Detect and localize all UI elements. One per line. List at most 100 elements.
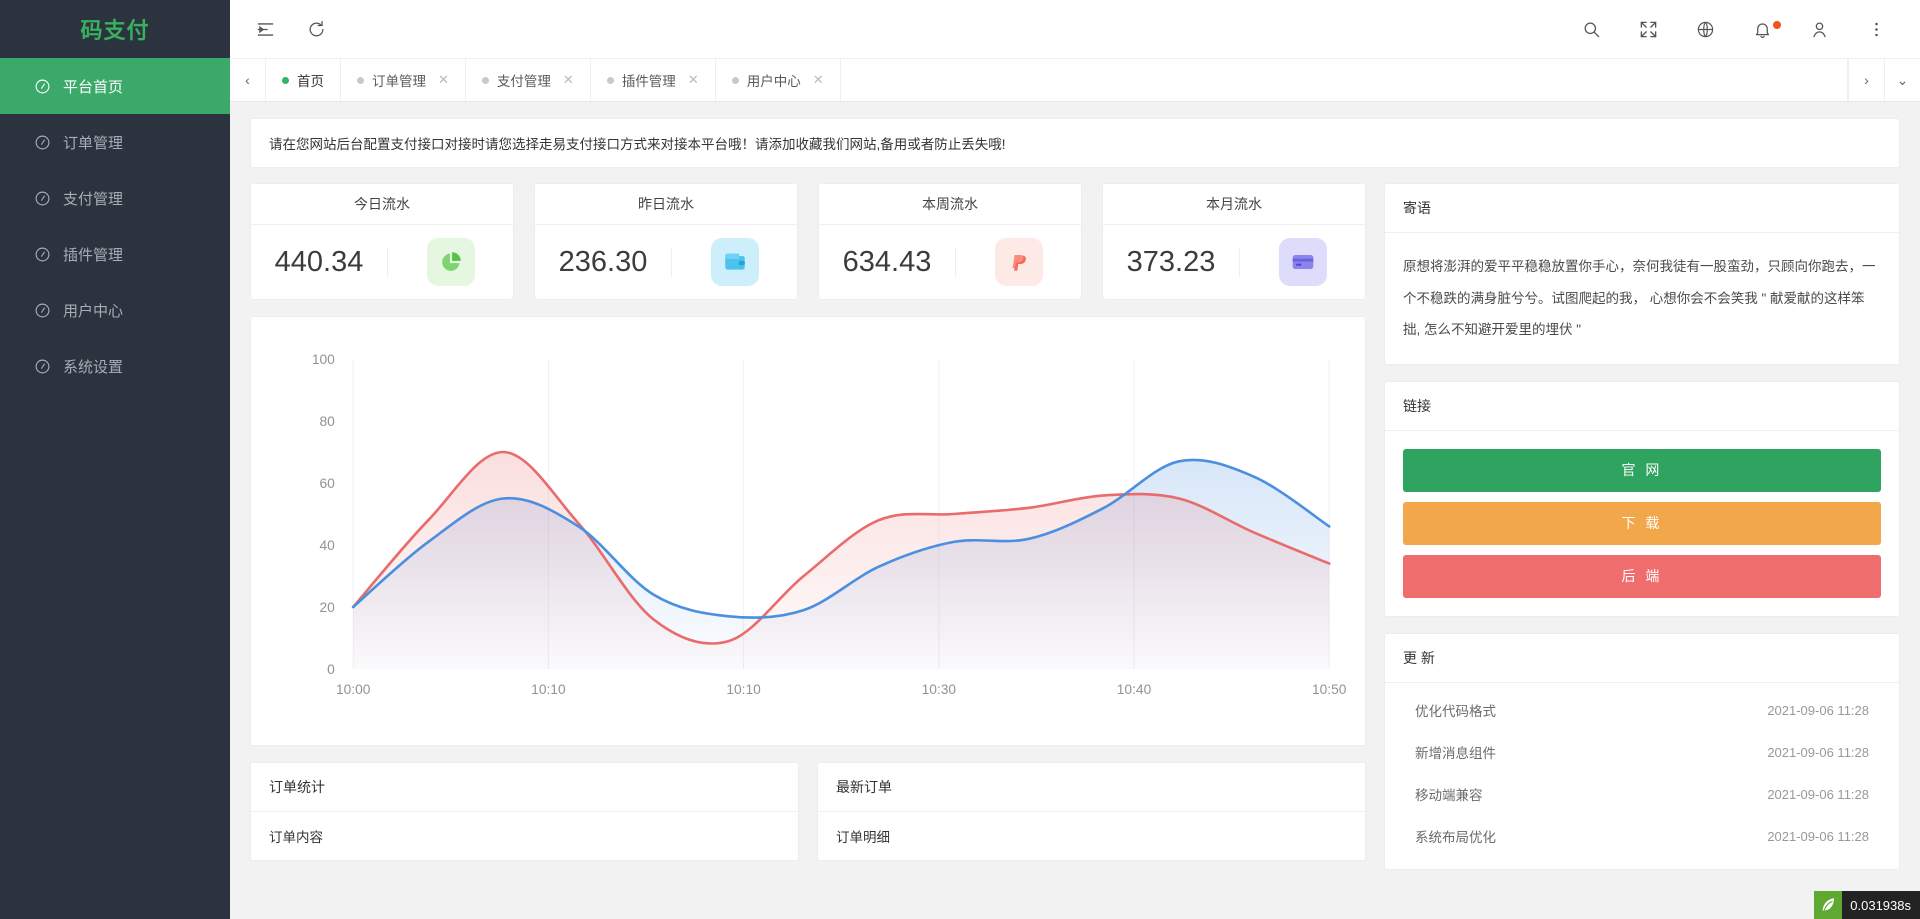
tab-plugin-management[interactable]: 插件管理 ✕ <box>591 59 716 101</box>
left-column: 今日流水 440.34 昨日流水 <box>250 183 1366 861</box>
dashboard-icon <box>35 135 50 149</box>
topbar <box>230 0 1920 58</box>
search-icon[interactable] <box>1582 20 1601 39</box>
dashboard-icon <box>35 191 50 205</box>
update-item[interactable]: 系统布局优化 2021-09-06 11:28 <box>1385 815 1899 857</box>
stat-card-value: 634.43 <box>819 247 956 277</box>
svg-text:60: 60 <box>319 476 335 491</box>
menu-collapse-icon[interactable] <box>256 20 275 39</box>
sidebar-item-order-management[interactable]: 订单管理 <box>0 114 230 170</box>
order-stats-panel: 订单统计 订单内容 <box>250 762 799 861</box>
update-name: 移动端兼容 <box>1415 788 1483 804</box>
svg-text:10:50: 10:50 <box>1312 682 1347 697</box>
svg-text:10:10: 10:10 <box>726 682 761 697</box>
stat-card-body: 236.30 <box>535 225 797 299</box>
panel-header: 更 新 <box>1385 634 1899 684</box>
refresh-icon[interactable] <box>307 20 326 39</box>
tab-user-center[interactable]: 用户中心 ✕ <box>716 59 841 101</box>
message-panel: 寄语 原想将澎湃的爱平平稳稳放置你手心，奈何我徒有一股蛮劲，只顾向你跑去，一个不… <box>1384 183 1900 366</box>
tab-home[interactable]: 首页 <box>266 59 341 101</box>
sidebar-item-plugin-management[interactable]: 插件管理 <box>0 226 230 282</box>
panel-body: 原想将澎湃的爱平平稳稳放置你手心，奈何我徒有一股蛮劲，只顾向你跑去，一个不稳跌的… <box>1385 233 1899 364</box>
topbar-right-group <box>1582 20 1900 39</box>
tab-payment-management[interactable]: 支付管理 ✕ <box>466 59 591 101</box>
panel-header: 寄语 <box>1385 184 1899 233</box>
tab-label: 订单管理 <box>372 74 426 89</box>
sidebar-item-label: 平台首页 <box>63 78 124 96</box>
svg-text:80: 80 <box>319 414 335 429</box>
panel-header: 订单统计 <box>251 763 798 812</box>
tab-order-management[interactable]: 订单管理 ✕ <box>341 59 466 101</box>
update-time: 2021-09-06 11:28 <box>1767 702 1869 718</box>
stat-card-icon-wrap <box>956 238 1081 286</box>
update-item[interactable]: 新增消息组件 2021-09-06 11:28 <box>1385 731 1899 773</box>
sidebar-item-label: 系统设置 <box>63 358 124 376</box>
user-icon[interactable] <box>1810 20 1829 39</box>
stat-card-icon-wrap <box>1240 238 1365 286</box>
update-time: 2021-09-06 11:28 <box>1767 828 1869 844</box>
tab-dropdown-button[interactable]: ⌄ <box>1884 59 1920 101</box>
update-name: 新增消息组件 <box>1415 746 1496 762</box>
svg-text:10:30: 10:30 <box>922 682 957 697</box>
sidebar: 码支付 平台首页 订单管理 支付管理 插件管理 用户中心 <box>0 0 230 919</box>
sidebar-item-payment-management[interactable]: 支付管理 <box>0 170 230 226</box>
sidebar-item-user-center[interactable]: 用户中心 <box>0 282 230 338</box>
bell-icon[interactable] <box>1753 20 1772 39</box>
panel-subtitle: 订单明细 <box>836 830 890 845</box>
tab-label: 插件管理 <box>621 74 676 89</box>
tab-label: 支付管理 <box>496 74 551 89</box>
stat-card-yesterday: 昨日流水 236.30 <box>534 183 798 300</box>
dashboard-icon <box>35 247 50 261</box>
credit-card-icon <box>1278 238 1327 286</box>
stat-card-value: 373.23 <box>1103 247 1240 277</box>
download-button[interactable]: 下 载 <box>1403 502 1881 546</box>
stat-card-title: 昨日流水 <box>535 184 797 225</box>
update-name: 系统布局优化 <box>1415 830 1496 846</box>
dashboard-icon <box>35 79 50 93</box>
performance-badge: 0.031938s <box>1814 891 1920 919</box>
tab-label: 首页 <box>297 74 324 89</box>
tab-close-icon[interactable]: ✕ <box>812 72 824 87</box>
tab-scroll-right-button[interactable]: › <box>1848 59 1884 101</box>
globe-icon[interactable] <box>1696 20 1715 39</box>
svg-text:0: 0 <box>327 662 335 677</box>
update-item[interactable]: 移动端兼容 2021-09-06 11:28 <box>1385 773 1899 815</box>
tab-scroll-left-button[interactable]: ‹ <box>230 59 266 101</box>
fullscreen-icon[interactable] <box>1639 20 1658 39</box>
latest-orders-panel: 最新订单 订单明细 <box>817 762 1366 861</box>
stat-card-icon-wrap <box>388 238 513 286</box>
tab-status-dot <box>282 76 289 84</box>
thinkphp-leaf-icon <box>1814 891 1843 919</box>
official-site-button[interactable]: 官 网 <box>1403 449 1881 493</box>
sidebar-item-system-settings[interactable]: 系统设置 <box>0 338 230 394</box>
update-item[interactable]: 优化代码格式 2021-09-06 11:28 <box>1385 689 1899 731</box>
panel-subtitle: 订单内容 <box>269 830 323 845</box>
stat-card-icon-wrap <box>672 238 797 286</box>
tab-status-dot <box>731 76 739 84</box>
links-panel: 链接 官 网 下 载 后 端 <box>1384 381 1900 618</box>
panel-header: 最新订单 <box>818 763 1365 812</box>
notification-dot <box>1773 20 1781 29</box>
sidebar-item-platform-home[interactable]: 平台首页 <box>0 58 230 114</box>
stat-card-title: 今日流水 <box>251 184 513 225</box>
dashboard-icon <box>35 303 50 317</box>
tab-status-dot <box>357 76 364 84</box>
stat-card-week: 本周流水 634.43 <box>818 183 1082 300</box>
more-vertical-icon[interactable] <box>1867 20 1886 39</box>
stat-card-title: 本月流水 <box>1103 184 1365 225</box>
tab-close-icon[interactable]: ✕ <box>687 72 699 87</box>
brand-logo: 码支付 <box>80 18 150 43</box>
backend-button[interactable]: 后 端 <box>1403 555 1881 599</box>
notifications-button[interactable] <box>1753 20 1781 39</box>
tab-close-icon[interactable]: ✕ <box>438 72 449 87</box>
sidebar-item-label: 支付管理 <box>63 190 124 208</box>
tab-close-icon[interactable]: ✕ <box>562 72 574 87</box>
sidebar-item-label: 用户中心 <box>63 302 124 320</box>
main-area: ‹ 首页 订单管理 ✕ 支付管理 ✕ 插件管理 <box>230 0 1920 919</box>
stat-card-month: 本月流水 373.23 <box>1102 183 1366 300</box>
message-text: 原想将澎湃的爱平平稳稳放置你手心，奈何我徒有一股蛮劲，只顾向你跑去，一个不稳跌的… <box>1403 259 1876 338</box>
tab-status-dot <box>606 76 614 84</box>
svg-text:20: 20 <box>319 600 335 615</box>
tab-bar: ‹ 首页 订单管理 ✕ 支付管理 ✕ 插件管理 <box>230 58 1920 102</box>
stat-card-body: 373.23 <box>1103 225 1365 299</box>
